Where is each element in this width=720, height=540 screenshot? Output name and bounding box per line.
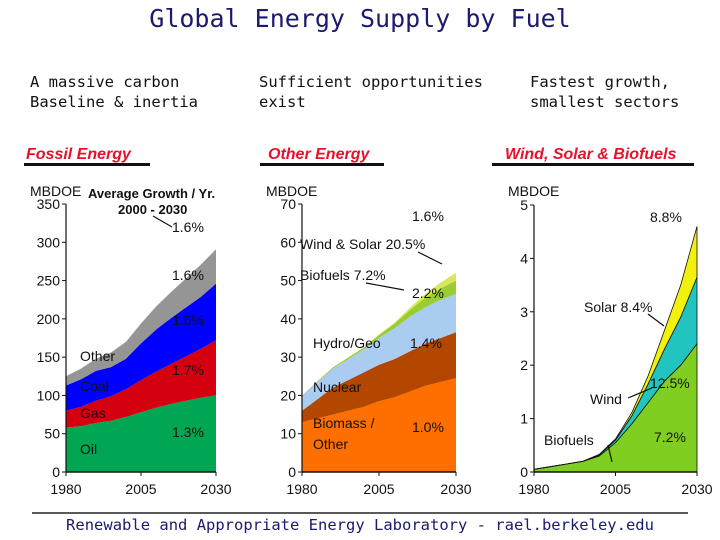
- renewables-underline: [492, 163, 694, 166]
- fossil-area-oil: [66, 395, 216, 472]
- other-unit-label: MBDOE: [266, 183, 318, 199]
- other-y-tick-label: 10: [280, 426, 296, 442]
- other-y-tick-label: 40: [280, 311, 296, 327]
- renew-wind-pointer: [627, 387, 653, 399]
- other-y-tick-label: 50: [280, 273, 296, 289]
- fossil-x-tick-label: 2005: [125, 481, 156, 497]
- other-area-biomass-other: [302, 378, 456, 472]
- renew-solar-pointer: [647, 313, 665, 327]
- fossil-unit-label: MBDOE: [30, 183, 82, 199]
- other-area-biofuels: [302, 280, 456, 396]
- fossil-y-tick-label: 200: [37, 311, 61, 327]
- other-x-tick-label: 2030: [440, 481, 471, 497]
- renewables-unit-label: MBDOE: [508, 183, 560, 199]
- renew-y-tick-label: 3: [520, 304, 528, 320]
- other-y-tick-label: 30: [280, 349, 296, 365]
- fossil-area-other: [66, 249, 216, 386]
- other-biofuels-pointer: [365, 282, 405, 291]
- fossil-gas-growth: 1.7%: [172, 362, 204, 378]
- other-nuclear-growth: 1.4%: [410, 335, 442, 351]
- fossil-energy-chart: 0 50 100 150 200 250 300 350 1980 2005 2030 Average…: [37, 186, 232, 497]
- fossil-avg-growth-period: 2000 - 2030: [118, 202, 187, 217]
- fossil-x-tick-label: 2030: [200, 481, 231, 497]
- renew-wind-growth: 12.5%: [650, 375, 690, 391]
- other-area-wind-solar: [302, 272, 456, 396]
- fossil-subtitle: A massive carbon Baseline & inertia: [30, 73, 198, 111]
- fossil-y-tick-label: 0: [52, 464, 60, 480]
- other-y-tick-label: 60: [280, 234, 296, 250]
- other-label-wind-solar: Wind & Solar 20.5%: [300, 236, 425, 252]
- other-section-title: Other Energy: [268, 146, 370, 163]
- fossil-underline: [24, 163, 150, 166]
- renew-y-tick-label: 1: [520, 411, 528, 427]
- renew-x-tick-label: 2005: [600, 481, 631, 497]
- other-label-biofuels: Biofuels 7.2%: [300, 267, 386, 283]
- other-area-nuclear: [302, 332, 456, 423]
- renew-label-solar: Solar 8.4%: [584, 299, 652, 315]
- fossil-y-tick-label: 100: [37, 387, 61, 403]
- other-label-hydro: Hydro/Geo: [313, 335, 381, 351]
- fossil-y-tick-label: 350: [37, 196, 61, 212]
- other-total-growth: 1.6%: [412, 208, 444, 224]
- fossil-area-coal: [66, 283, 216, 411]
- other-y-tick-label: 0: [288, 464, 296, 480]
- other-hydro-growth: 2.2%: [412, 285, 444, 301]
- fossil-area-gas: [66, 340, 216, 428]
- fossil-y-tick-label: 300: [37, 234, 61, 250]
- fossil-other-growth-upper: 1.6%: [172, 267, 204, 283]
- fossil-oil-growth: 1.3%: [172, 424, 204, 440]
- fossil-label-oil: Oil: [80, 441, 97, 457]
- renew-y-tick-label: 4: [520, 250, 528, 266]
- other-area-hydro-geo: [302, 294, 456, 411]
- other-y-tick-label: 70: [280, 196, 296, 212]
- footer-credit: Renewable and Appropriate Energy Laborat…: [66, 516, 654, 534]
- renew-total-growth: 8.8%: [650, 209, 682, 225]
- fossil-y-tick-label: 150: [37, 349, 61, 365]
- fossil-y-tick-label: 250: [37, 273, 61, 289]
- fossil-coal-growth: 1.6%: [172, 312, 204, 328]
- fossil-section-title: Fossil Energy: [26, 146, 131, 163]
- fossil-avg-growth-note: Average Growth / Yr.: [88, 186, 215, 201]
- other-label-biomass: Biomass /: [313, 415, 375, 431]
- renew-x-tick-label: 1980: [518, 481, 549, 497]
- other-y-tick-label: 20: [280, 387, 296, 403]
- renew-label-biofuels: Biofuels: [544, 432, 594, 448]
- other-label-nuclear: Nuclear: [313, 379, 362, 395]
- other-x-tick-label: 1980: [286, 481, 317, 497]
- renew-biofuels-growth: 7.2%: [654, 429, 686, 445]
- renew-biofuels-pointer: [607, 444, 613, 463]
- fossil-label-coal: Coal: [80, 378, 109, 394]
- renew-area-solar: [533, 226, 698, 470]
- other-underline: [260, 163, 384, 166]
- footer-rule: [32, 512, 688, 514]
- other-biomass-growth: 1.0%: [412, 419, 444, 435]
- other-wind-solar-pointer: [417, 251, 443, 265]
- renew-label-wind: Wind: [590, 391, 622, 407]
- other-subtitle: Sufficient opportunities exist: [259, 73, 483, 111]
- renew-y-tick-label: 0: [520, 464, 528, 480]
- fossil-growth-pointer: [152, 215, 173, 228]
- fossil-total-growth: 1.6%: [172, 219, 204, 235]
- other-x-tick-label: 2005: [363, 481, 394, 497]
- fossil-y-tick-label: 50: [44, 426, 60, 442]
- page-title: Global Energy Supply by Fuel: [149, 4, 571, 33]
- renew-y-tick-label: 5: [520, 197, 528, 213]
- fossil-label-gas: Gas: [80, 405, 106, 421]
- fossil-label-other: Other: [80, 348, 115, 364]
- renew-x-tick-label: 2030: [681, 481, 712, 497]
- fossil-x-tick-label: 1980: [50, 481, 81, 497]
- renew-y-tick-label: 2: [520, 357, 528, 373]
- other-label-biomass-other: Other: [313, 436, 348, 452]
- renewables-subtitle: Fastest growth, smallest sectors: [530, 73, 680, 111]
- renewables-section-title: Wind, Solar & Biofuels: [505, 146, 677, 163]
- renewables-chart: 0 1 2 3 4 5 1980 2005 2030 8.8% Solar 8.4% Wind 12.5…: [518, 197, 712, 497]
